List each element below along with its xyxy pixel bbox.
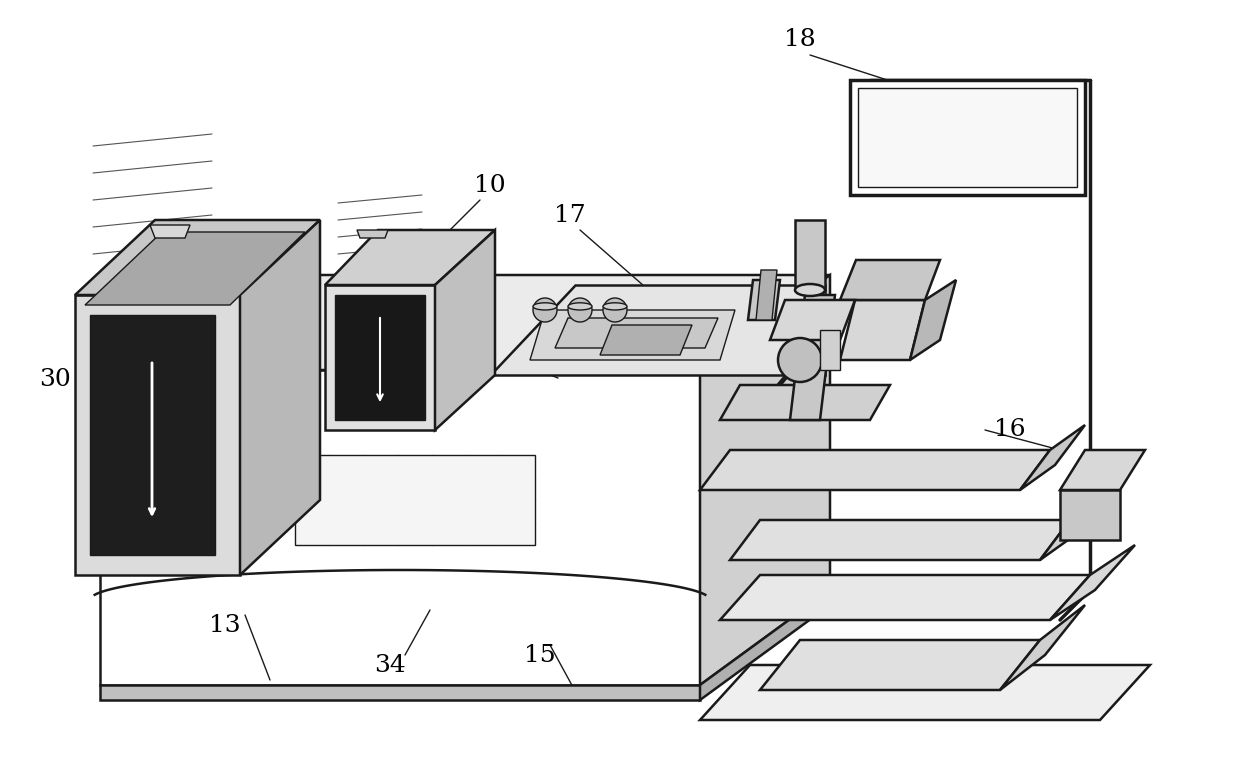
Text: 18: 18 (784, 29, 815, 52)
Polygon shape (76, 295, 240, 575)
Polygon shape (600, 325, 693, 355)
Polygon shape (100, 275, 830, 370)
Polygon shape (85, 232, 305, 305)
Polygon shape (325, 285, 435, 430)
Ellipse shape (567, 303, 592, 310)
Ellipse shape (603, 303, 627, 310)
Polygon shape (756, 270, 777, 320)
Polygon shape (335, 295, 425, 420)
Ellipse shape (795, 284, 825, 296)
Polygon shape (1040, 495, 1105, 560)
Polygon shape (1049, 545, 1135, 620)
Polygon shape (700, 590, 830, 700)
Polygon shape (357, 230, 388, 238)
Polygon shape (1061, 490, 1120, 540)
Polygon shape (857, 88, 1077, 187)
Polygon shape (325, 230, 496, 285)
Polygon shape (76, 220, 320, 295)
Polygon shape (700, 450, 1049, 490)
Polygon shape (700, 275, 830, 685)
Polygon shape (850, 80, 1085, 195)
Ellipse shape (533, 303, 558, 310)
Circle shape (567, 298, 592, 322)
Text: 30: 30 (40, 369, 71, 392)
Polygon shape (840, 300, 926, 360)
Text: 15: 15 (524, 644, 556, 666)
Bar (295, 455, 535, 545)
Polygon shape (840, 260, 940, 300)
Polygon shape (720, 575, 1090, 620)
Bar (795, 220, 825, 290)
Ellipse shape (795, 354, 825, 366)
Polygon shape (90, 315, 216, 555)
Text: 34: 34 (374, 653, 406, 676)
Text: 10: 10 (475, 174, 506, 197)
Polygon shape (748, 280, 781, 320)
Polygon shape (730, 520, 1070, 560)
Polygon shape (1020, 425, 1085, 490)
Polygon shape (760, 640, 1040, 690)
Circle shape (603, 298, 627, 322)
Polygon shape (790, 295, 835, 420)
Circle shape (778, 338, 821, 382)
Polygon shape (1061, 450, 1145, 490)
Polygon shape (530, 310, 735, 360)
Polygon shape (720, 385, 890, 420)
Polygon shape (1000, 605, 1085, 690)
Polygon shape (240, 220, 320, 575)
Bar (820, 330, 840, 370)
Polygon shape (100, 370, 700, 685)
Text: 13: 13 (209, 613, 240, 637)
Polygon shape (435, 230, 496, 430)
Polygon shape (769, 300, 855, 340)
Text: 16: 16 (994, 418, 1026, 442)
Polygon shape (100, 685, 700, 700)
Polygon shape (555, 318, 717, 348)
Polygon shape (700, 665, 1150, 720)
Polygon shape (909, 280, 957, 360)
Circle shape (533, 298, 558, 322)
Polygon shape (150, 225, 190, 238)
Polygon shape (489, 285, 825, 375)
Text: 17: 17 (554, 203, 586, 226)
